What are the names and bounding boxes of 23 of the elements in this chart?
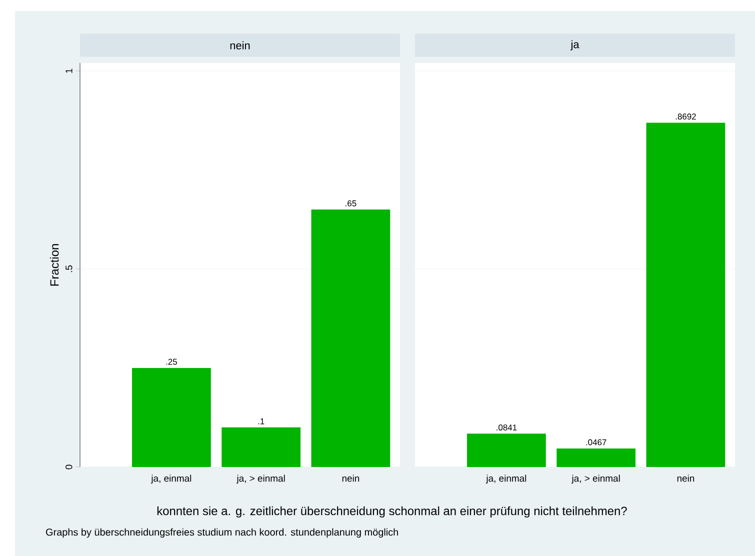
x-tick-label: nein	[342, 474, 360, 482]
x-tick-label: ja, > einmal	[572, 474, 620, 484]
chart-title: nein	[230, 41, 250, 50]
y-tick-label: 0	[66, 464, 72, 470]
chart-title: ja	[570, 40, 580, 50]
bar	[311, 210, 390, 467]
x-tick-label: ja, einmal	[486, 474, 526, 484]
data-label: .0841	[496, 424, 517, 430]
bar	[132, 368, 211, 467]
x-tick-label: ja, > einmal	[236, 474, 285, 484]
y-tick-label: 1	[66, 68, 72, 73]
data-label: .65	[346, 200, 356, 206]
y-axis-title: Fraction	[50, 244, 59, 286]
x-tick-label: ja, einmal	[150, 474, 192, 484]
data-label: .25	[166, 358, 177, 365]
x-tick-label: nein	[677, 474, 694, 482]
y-tick-label: .5	[66, 265, 72, 272]
text: Graphs by überschneidungsfreies studium nach koord. stundenplanung möglich	[46, 528, 398, 538]
data-label: .1	[258, 418, 264, 424]
data-label: .8692	[676, 114, 696, 120]
data-label: .0467	[586, 439, 606, 446]
x-axis-title: konnten sie a. g. zeitlicher überschneidung schonmal an einer prüfung nicht teilnehmen?	[157, 506, 627, 518]
bar	[222, 427, 301, 467]
